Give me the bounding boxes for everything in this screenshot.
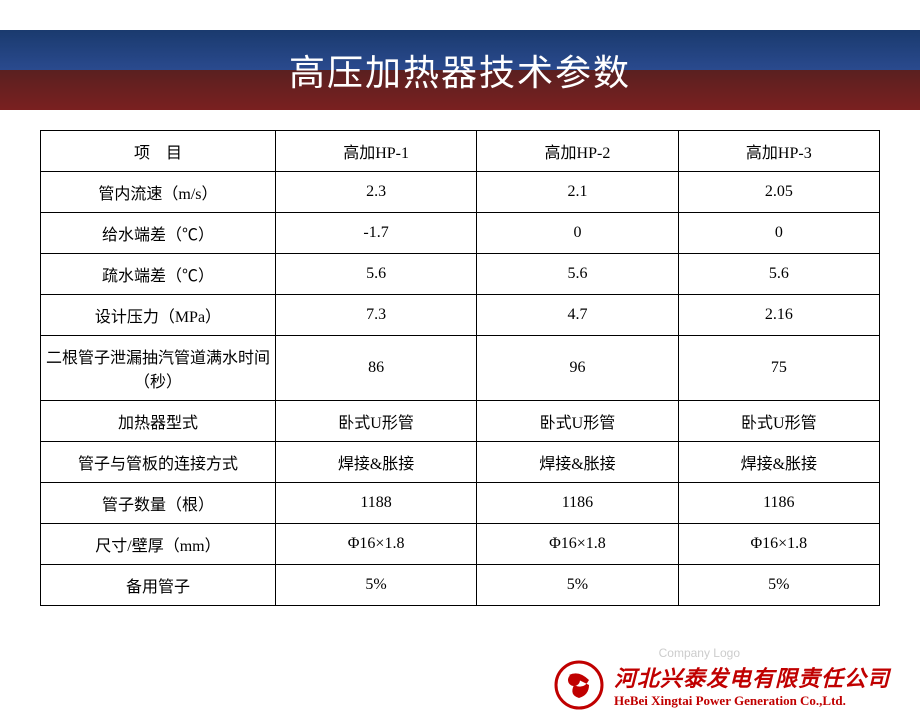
cell-value: 1188	[275, 483, 476, 524]
cell-label: 管子数量（根）	[41, 483, 276, 524]
cell-value: 卧式U形管	[477, 401, 678, 442]
spec-table: 项 目 高加HP-1 高加HP-2 高加HP-3 管内流速（m/s） 2.3 2…	[40, 130, 880, 606]
cell-value: 卧式U形管	[678, 401, 879, 442]
cell-value: 0	[678, 213, 879, 254]
cell-value: 1186	[678, 483, 879, 524]
title-bar: 高压加热器技术参数	[0, 30, 920, 110]
cell-label: 管子与管板的连接方式	[41, 442, 276, 483]
cell-label: 疏水端差（℃）	[41, 254, 276, 295]
header-cell: 高加HP-3	[678, 131, 879, 172]
company-name-cn: 河北兴泰发电有限责任公司	[614, 661, 890, 693]
watermark-text: Company Logo	[659, 646, 740, 660]
table-row: 设计压力（MPa） 7.3 4.7 2.16	[41, 295, 880, 336]
cell-value: 0	[477, 213, 678, 254]
cell-value: 2.16	[678, 295, 879, 336]
cell-value: 86	[275, 336, 476, 401]
header-cell: 项 目	[41, 131, 276, 172]
cell-value: 卧式U形管	[275, 401, 476, 442]
cell-label: 加热器型式	[41, 401, 276, 442]
table-row: 加热器型式 卧式U形管 卧式U形管 卧式U形管	[41, 401, 880, 442]
cell-value: 2.3	[275, 172, 476, 213]
cell-value: 96	[477, 336, 678, 401]
table-row: 管子数量（根） 1188 1186 1186	[41, 483, 880, 524]
table-row: 管内流速（m/s） 2.3 2.1 2.05	[41, 172, 880, 213]
table-row: 管子与管板的连接方式 焊接&胀接 焊接&胀接 焊接&胀接	[41, 442, 880, 483]
cell-label: 尺寸/壁厚（mm）	[41, 524, 276, 565]
table-row: 给水端差（℃） -1.7 0 0	[41, 213, 880, 254]
page-title: 高压加热器技术参数	[289, 44, 631, 96]
cell-value: 7.3	[275, 295, 476, 336]
cell-value: 焊接&胀接	[477, 442, 678, 483]
company-logo-icon	[554, 660, 604, 710]
cell-label: 备用管子	[41, 565, 276, 606]
cell-label: 给水端差（℃）	[41, 213, 276, 254]
table-container: 项 目 高加HP-1 高加HP-2 高加HP-3 管内流速（m/s） 2.3 2…	[0, 110, 920, 606]
cell-value: Φ16×1.8	[477, 524, 678, 565]
cell-value: 焊接&胀接	[275, 442, 476, 483]
cell-label: 设计压力（MPa）	[41, 295, 276, 336]
table-row: 二根管子泄漏抽汽管道满水时间（秒） 86 96 75	[41, 336, 880, 401]
header-cell: 高加HP-2	[477, 131, 678, 172]
cell-label: 二根管子泄漏抽汽管道满水时间（秒）	[41, 336, 276, 401]
cell-value: 2.1	[477, 172, 678, 213]
cell-label: 管内流速（m/s）	[41, 172, 276, 213]
cell-value: Φ16×1.8	[678, 524, 879, 565]
cell-value: 75	[678, 336, 879, 401]
cell-value: 5.6	[275, 254, 476, 295]
cell-value: 2.05	[678, 172, 879, 213]
cell-value: 1186	[477, 483, 678, 524]
cell-value: 5%	[678, 565, 879, 606]
cell-value: 5.6	[477, 254, 678, 295]
company-name-en: HeBei Xingtai Power Generation Co.,Ltd.	[614, 693, 890, 709]
cell-value: 5%	[477, 565, 678, 606]
cell-value: Φ16×1.8	[275, 524, 476, 565]
company-name: 河北兴泰发电有限责任公司 HeBei Xingtai Power Generat…	[614, 661, 890, 709]
cell-value: -1.7	[275, 213, 476, 254]
cell-value: 5.6	[678, 254, 879, 295]
cell-value: 4.7	[477, 295, 678, 336]
header-cell: 高加HP-1	[275, 131, 476, 172]
table-row: 备用管子 5% 5% 5%	[41, 565, 880, 606]
table-header-row: 项 目 高加HP-1 高加HP-2 高加HP-3	[41, 131, 880, 172]
company-footer: 河北兴泰发电有限责任公司 HeBei Xingtai Power Generat…	[554, 660, 890, 710]
table-row: 疏水端差（℃） 5.6 5.6 5.6	[41, 254, 880, 295]
cell-value: 焊接&胀接	[678, 442, 879, 483]
cell-value: 5%	[275, 565, 476, 606]
table-row: 尺寸/壁厚（mm） Φ16×1.8 Φ16×1.8 Φ16×1.8	[41, 524, 880, 565]
